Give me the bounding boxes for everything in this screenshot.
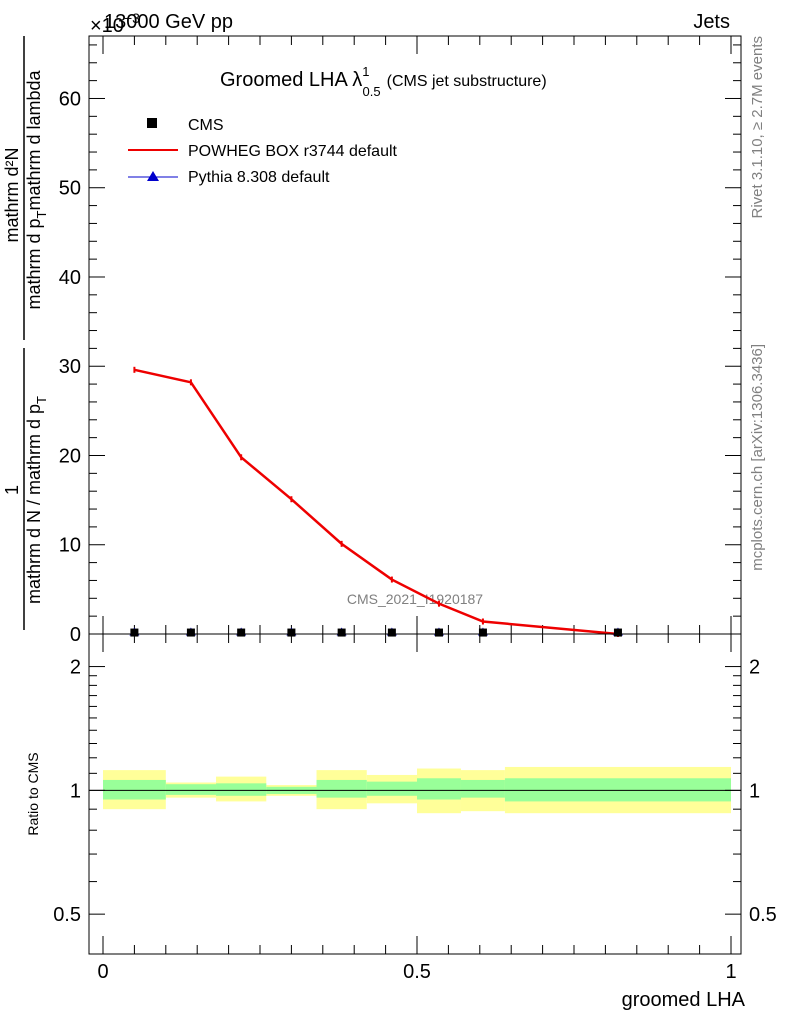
main-plot-frame [88, 35, 742, 635]
main-ticks: 0 10 20 30 40 50 60 [59, 36, 741, 646]
y-tick-label: 10 [59, 535, 81, 557]
watermark: CMS_2021_I1920187 [347, 591, 483, 607]
energy-label: 13000 GeV pp [104, 11, 233, 33]
cms-point [237, 628, 246, 637]
main-ylabel: 1 mathrm d N / mathrm d pT mathrm d²N ma… [2, 36, 49, 630]
ratio-y-tick-label: 1 [70, 780, 81, 802]
cms-point [434, 628, 443, 637]
cms-point [387, 628, 396, 637]
legend: CMS POWHEG BOX r3744 default Pythia 8.30… [128, 117, 398, 186]
ratio-y-tick-label: 2 [70, 657, 81, 679]
ratio-bands [89, 766, 741, 814]
y-tick-label: 50 [59, 178, 81, 200]
y-tick-label: 20 [59, 445, 81, 467]
legend-pythia-marker [147, 171, 159, 181]
ylabel-numer: mathrm d²N [2, 147, 22, 242]
ylabel-prefactor-numer: 1 [2, 485, 22, 495]
cms-point [186, 628, 195, 637]
mcplots-label: mcplots.cern.ch [arXiv:1306.3436] [749, 344, 766, 571]
ratio-inner-band [216, 783, 267, 796]
ratio-y-tick-label: 0.5 [53, 904, 81, 926]
ratio-inner-band [366, 781, 417, 796]
legend-cms-label: CMS [188, 117, 224, 134]
cms-point [287, 628, 296, 637]
ratio-y-tick-label-right: 0.5 [749, 904, 777, 926]
y-tick-label: 30 [59, 356, 81, 378]
legend-cms-marker [147, 118, 157, 128]
ratio-ylabel: Ratio to CMS [25, 752, 41, 835]
ratio-inner-band [460, 779, 505, 798]
ratio-inner-band [417, 778, 461, 800]
ratio-x-tick-label: 1 [725, 961, 736, 983]
y-tick-label: 60 [59, 88, 81, 110]
ratio-xlabel: groomed LHA [622, 989, 746, 1011]
main-series [129, 366, 623, 637]
ratio-x-tick-label: 0 [97, 961, 108, 983]
cms-point [478, 628, 487, 637]
ratio-y-tick-label-right: 2 [749, 657, 760, 679]
ratio-inner-band [165, 784, 217, 795]
rivet-label: Rivet 3.1.10, ≥ 2.7M events [749, 36, 766, 219]
legend-pythia-label: Pythia 8.308 default [188, 169, 330, 186]
y-tick-label: 40 [59, 267, 81, 289]
legend-powheg-label: POWHEG BOX r3744 default [188, 143, 398, 160]
cms-point [613, 628, 622, 637]
cms-point [337, 628, 346, 637]
ratio-x-tick-label: 0.5 [403, 961, 431, 983]
ratio-inner-band [504, 778, 731, 802]
y-tick-label: 0 [70, 624, 81, 646]
ratio-y-tick-label-right: 1 [749, 780, 760, 802]
ratio-inner-band [316, 779, 367, 798]
ratio-plot-frame [88, 633, 742, 955]
main-title: Groomed LHA λ1 0.5(CMS jet substructure) [220, 64, 547, 99]
ylabel-prefactor-denom: mathrm d N / mathrm d pT [24, 396, 49, 604]
category-label: Jets [693, 11, 730, 33]
ratio-inner-band [103, 779, 166, 800]
exponent-label: ×10−3 [90, 10, 140, 37]
cms-point [130, 628, 139, 637]
ratio-ticks: 0.5 0.5 1 1 2 2 0 0.5 1 [53, 634, 777, 983]
ylabel-denom: mathrm d pTmathrm d lambda [24, 69, 49, 309]
